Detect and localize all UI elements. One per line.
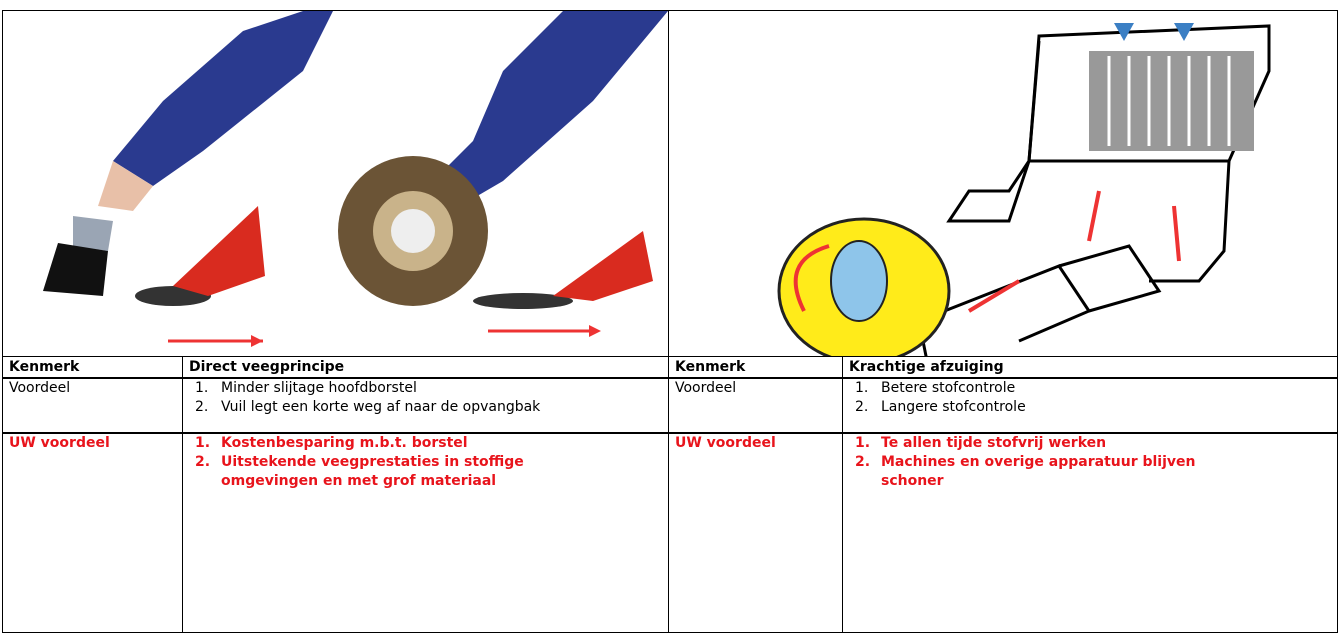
panel-right: Kenmerk Krachtige afzuiging Voordeel 1. Bete… bbox=[668, 10, 1338, 633]
row-items: 1. Kostenbesparing m.b.t. borstel 2. Uitste… bbox=[182, 432, 669, 633]
row-label: UW voordeel bbox=[668, 432, 843, 633]
list-item: 1. Betere stofcontrole bbox=[849, 379, 1241, 398]
illustration bbox=[3, 11, 668, 356]
list-text: Vuil legt een korte weg af naar de opvan… bbox=[221, 399, 541, 415]
row-label: Voordeel bbox=[2, 377, 183, 434]
row-items: 1. Te allen tijde stofvrij werken 2. Machin… bbox=[842, 432, 1338, 633]
row-label: Voordeel bbox=[668, 377, 843, 434]
row-label: UW voordeel bbox=[2, 432, 183, 633]
header-label: Kenmerk bbox=[2, 356, 183, 379]
panel-left: Kenmerk Direct veegprincipe Voordeel 1. Mind… bbox=[2, 10, 669, 633]
list-item: 2. Uitstekende veegprestaties in stoffige… bbox=[189, 453, 593, 491]
list-item: 1. Minder slijtage hoofdborstel bbox=[189, 379, 593, 398]
list-text: Langere stofcontrole bbox=[881, 399, 1026, 415]
image-suction bbox=[668, 10, 1338, 372]
list-text: Betere stofcontrole bbox=[881, 380, 1016, 396]
list-item: 2. Langere stofcontrole bbox=[849, 398, 1241, 417]
list-marker: 1. bbox=[855, 380, 869, 396]
row-items: 1. Minder slijtage hoofdborstel 2. Vuil leg… bbox=[182, 377, 669, 434]
list-item: 1. Kostenbesparing m.b.t. borstel bbox=[189, 434, 593, 453]
list-item: 2. Vuil legt een korte weg af naar de opv… bbox=[189, 398, 593, 417]
list-marker: 1. bbox=[855, 435, 871, 451]
list-item: 2. Machines en overige apparatuur blijven… bbox=[849, 453, 1241, 491]
list-marker: 2. bbox=[195, 399, 209, 415]
list-text: Uitstekende veegprestaties in stoffige o… bbox=[221, 454, 524, 489]
list-text: Kostenbesparing m.b.t. borstel bbox=[221, 435, 468, 451]
list-marker: 2. bbox=[195, 454, 211, 470]
header-title: Krachtige afzuiging bbox=[842, 356, 1338, 379]
header-title: Direct veegprincipe bbox=[182, 356, 669, 379]
list-marker: 2. bbox=[855, 399, 869, 415]
page: Kenmerk Direct veegprincipe Voordeel 1. Mind… bbox=[2, 10, 1338, 633]
list-text: Machines en overige apparatuur blijven s… bbox=[881, 454, 1196, 489]
list-marker: 1. bbox=[195, 435, 211, 451]
list-item: 1. Te allen tijde stofvrij werken bbox=[849, 434, 1241, 453]
list-text: Minder slijtage hoofdborstel bbox=[221, 380, 417, 396]
list-marker: 2. bbox=[855, 454, 871, 470]
image-brush bbox=[2, 10, 669, 357]
list-text: Te allen tijde stofvrij werken bbox=[881, 435, 1107, 451]
header-label: Kenmerk bbox=[668, 356, 843, 379]
illustration bbox=[777, 23, 1271, 372]
list-marker: 1. bbox=[195, 380, 209, 396]
row-items: 1. Betere stofcontrole 2. Langere stofcontr… bbox=[842, 377, 1338, 434]
